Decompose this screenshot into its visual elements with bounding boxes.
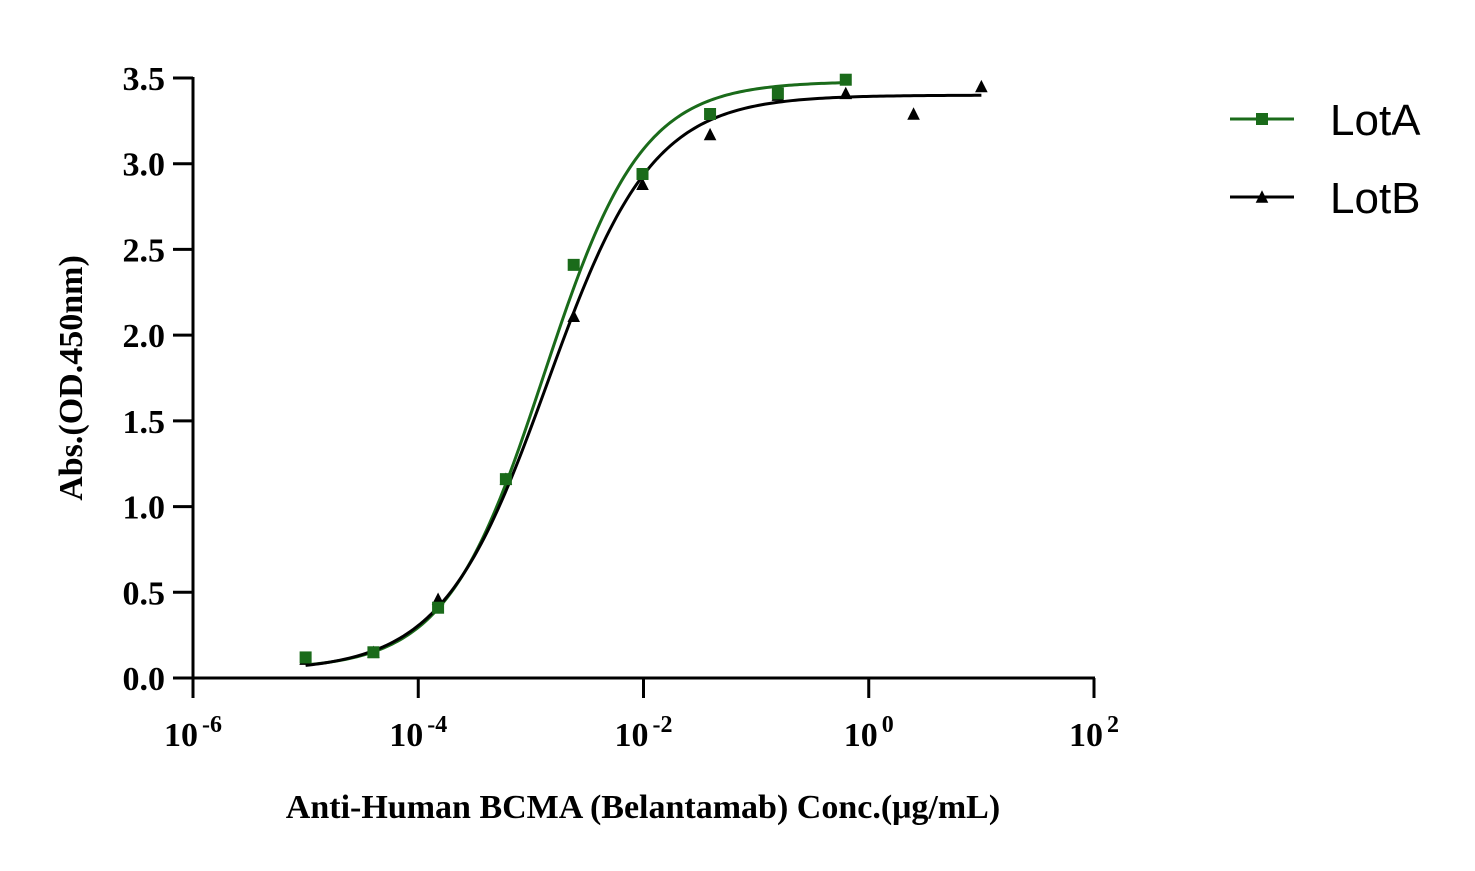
x-tick-label: 10 0 [844,712,894,754]
data-point-LotA [567,258,580,271]
data-point-LotB [907,107,920,120]
data-point-LotA [771,87,784,100]
y-tick-label: 1.0 [123,490,166,527]
y-tick-label: 3.0 [123,147,166,184]
y-tick-label: 2.0 [123,318,166,355]
data-point-LotA [704,108,717,120]
y-tick-label: 0.0 [123,661,166,698]
legend: LotA LotB [1230,96,1421,223]
y-tick-label: 2.5 [123,232,166,269]
y-tick-label: 0.5 [123,575,166,612]
data-points [299,73,988,665]
x-tick-label: 10 2 [1069,712,1119,754]
legend-label-LotB: LotB [1330,174,1421,223]
fit-curve-LotA [305,81,846,667]
data-point-LotA [367,646,380,659]
data-point-LotA [432,601,445,614]
y-tick-label: 1.5 [123,404,166,441]
legend-marker-LotB [1255,190,1269,203]
data-point-LotA [299,651,312,664]
legend-label-LotA: LotA [1330,96,1421,145]
data-point-LotB [567,309,580,322]
legend-marker-LotA [1256,113,1268,125]
data-point-LotA [839,73,852,86]
data-point-LotA [499,473,512,486]
data-point-LotB [703,127,717,141]
y-tick-label: 3.5 [123,61,166,98]
y-axis-title: Abs.(OD.450nm) [53,255,90,501]
data-point-LotB [636,177,649,190]
x-tick-label: 10 -2 [615,712,673,754]
x-tick-label: 10 -4 [389,712,447,754]
data-point-LotB [975,79,988,93]
data-point-LotB [839,86,853,100]
data-point-LotA [636,168,649,180]
axes: 0.0 0.5 1.0 1.5 2.0 2.5 3.0 3.5 10 -6 10 -4 10 -2 10 0 1… [123,61,1120,754]
x-tick-label: 10 -6 [164,712,222,754]
x-axis-title: Anti-Human BCMA (Belantamab) Conc.(μg/mL… [286,789,1000,826]
